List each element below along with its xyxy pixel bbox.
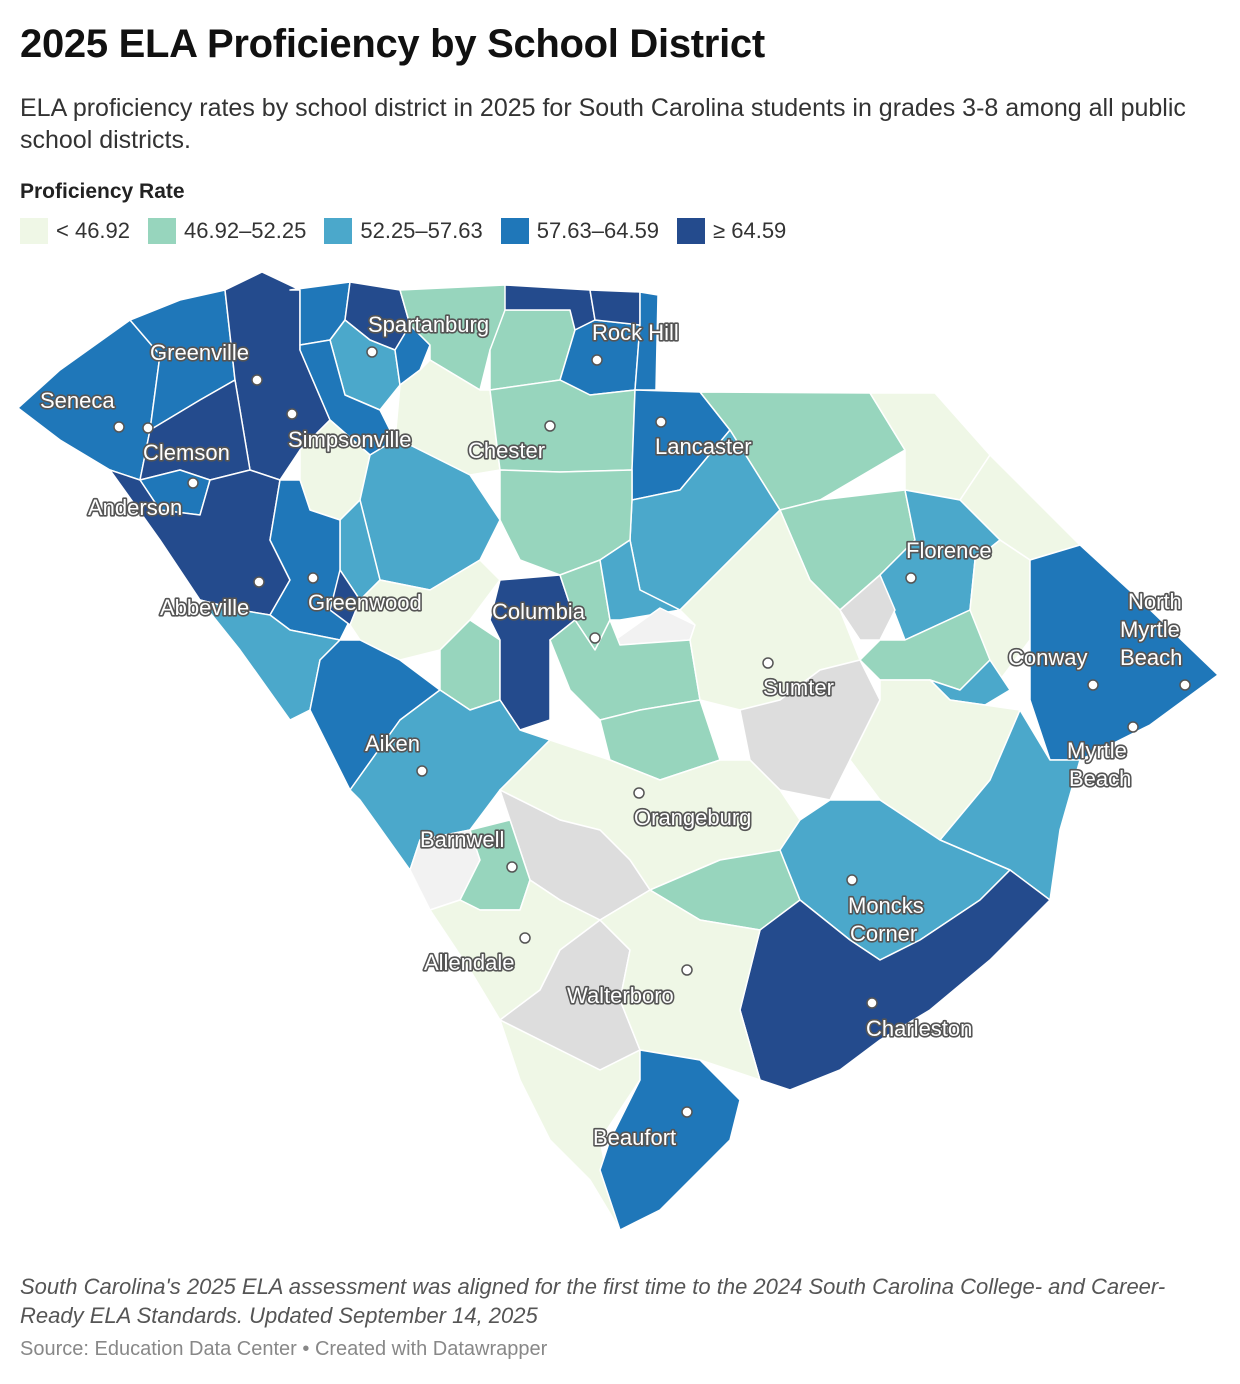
legend-label: 46.92–52.25 — [184, 218, 307, 243]
city-label-spartanburg: Spartanburg — [368, 312, 489, 337]
legend-swatch — [20, 218, 48, 244]
city-label-greenville: Greenville — [150, 340, 249, 365]
district-colleton[interactable] — [599, 889, 761, 1081]
city-marker — [544, 420, 556, 432]
city-label-north-myrtle-beach: North — [1128, 589, 1182, 614]
legend-item-3: 52.25–57.63 — [324, 218, 483, 244]
city-label-florence: Florence — [906, 538, 992, 563]
city-label-north-myrtle-beach: Myrtle — [1120, 617, 1180, 642]
legend-item-4: 57.63–64.59 — [500, 218, 660, 244]
city-label-abbeville: Abbeville — [160, 595, 249, 620]
city-marker — [366, 346, 378, 358]
legend-item-2: 46.92–52.25 — [148, 218, 306, 244]
city-label-beaufort: Beaufort — [593, 1125, 676, 1150]
city-label-chester: Chester — [468, 438, 545, 463]
legend-swatch — [500, 218, 529, 244]
city-label-greenwood: Greenwood — [308, 590, 422, 615]
legend-swatch — [148, 218, 177, 244]
chart-title: 2025 ELA Proficiency by School District — [20, 22, 765, 66]
city-marker — [506, 861, 518, 873]
city-label-sumter: Sumter — [763, 675, 834, 700]
city-marker — [681, 964, 693, 976]
city-label-myrtle-beach: Beach — [1069, 766, 1131, 791]
district-horry[interactable] — [1029, 544, 1219, 761]
legend-label: ≥ 64.59 — [713, 218, 787, 243]
city-marker — [416, 765, 428, 777]
city-label-barnwell: Barnwell — [420, 827, 504, 852]
city-marker — [762, 657, 774, 669]
city-marker — [633, 787, 645, 799]
city-label-aiken: Aiken — [365, 731, 420, 756]
city-label-simpsonville: Simpsonville — [288, 427, 412, 452]
legend-swatch — [324, 218, 353, 244]
district-beaufort[interactable] — [599, 1049, 741, 1231]
city-marker — [681, 1106, 693, 1118]
district-allendale[interactable] — [429, 879, 601, 1021]
city-label-orangeburg: Orangeburg — [634, 805, 751, 830]
city-marker — [519, 932, 531, 944]
city-label-moncks-corner: Moncks — [848, 893, 924, 918]
city-label-moncks-corner: Corner — [850, 921, 917, 946]
legend-label: 57.63–64.59 — [536, 218, 660, 243]
city-label-myrtle-beach: Myrtle — [1067, 738, 1127, 763]
legend-title: Proficiency Rate — [20, 180, 185, 203]
district-lee-no-data[interactable] — [839, 574, 896, 641]
city-marker — [1087, 679, 1099, 691]
legend-item-1: < 46.92 — [20, 218, 130, 244]
city-marker — [113, 421, 125, 433]
city-label-anderson: Anderson — [88, 495, 182, 520]
city-marker — [142, 422, 154, 434]
city-marker — [905, 572, 917, 584]
district-shapes — [17, 271, 1219, 1231]
city-label-charleston: Charleston — [866, 1016, 972, 1041]
legend: < 46.92 46.92–52.25 52.25–57.63 57.63–64… — [20, 218, 804, 244]
legend-label: 52.25–57.63 — [360, 218, 483, 243]
south-carolina-district-map: Spartanburg Rock Hill Greenville Seneca … — [17, 271, 1219, 1231]
legend-item-5: ≥ 64.59 — [677, 218, 786, 244]
city-label-conway: Conway — [1008, 645, 1087, 670]
legend-label: < 46.92 — [56, 218, 131, 243]
city-label-seneca: Seneca — [40, 388, 115, 413]
city-label-columbia: Columbia — [492, 599, 586, 624]
district-spartanburg-3[interactable] — [394, 324, 431, 386]
city-marker — [1127, 721, 1139, 733]
city-marker — [307, 572, 319, 584]
city-marker — [846, 874, 858, 886]
city-label-north-myrtle-beach: Beach — [1120, 645, 1182, 670]
city-markers — [113, 346, 1191, 1118]
city-marker — [253, 576, 265, 588]
district-charleston[interactable] — [739, 869, 1051, 1091]
city-label-allendale: Allendale — [424, 950, 515, 975]
city-marker — [187, 477, 199, 489]
city-label-lancaster: Lancaster — [655, 434, 752, 459]
chart-subtitle: ELA proficiency rates by school district… — [20, 94, 1186, 154]
chart-notes: South Carolina's 2025 ELA assessment was… — [20, 1274, 1166, 1328]
city-label-rock-hill: Rock Hill — [592, 320, 679, 345]
city-marker — [589, 632, 601, 644]
chart-source: Source: Education Data Center • Created … — [20, 1338, 548, 1360]
city-label-clemson: Clemson — [143, 440, 230, 465]
city-marker — [251, 374, 263, 386]
city-marker — [286, 408, 298, 420]
city-labels: Spartanburg Rock Hill Greenville Seneca … — [38, 310, 1184, 1151]
city-marker — [655, 416, 667, 428]
legend-swatch — [677, 218, 706, 244]
city-marker — [591, 354, 603, 366]
city-marker — [1179, 679, 1191, 691]
city-marker — [866, 997, 878, 1009]
city-label-walterboro: Walterboro — [567, 983, 674, 1008]
